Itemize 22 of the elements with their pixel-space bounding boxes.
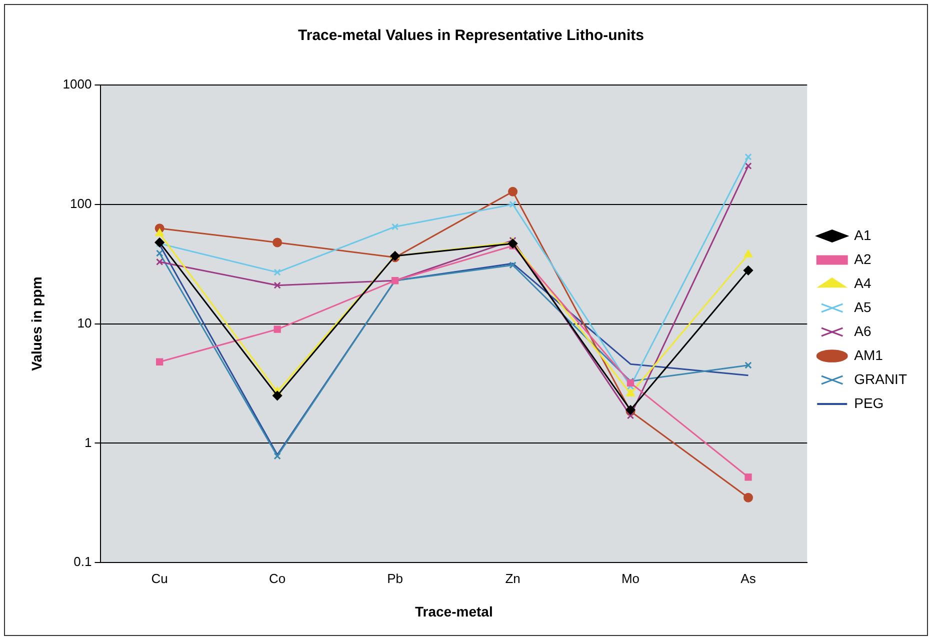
y-tick-label: 1000	[62, 76, 92, 92]
legend-label: A1	[854, 226, 872, 243]
x-tick-label: Cu	[151, 570, 168, 586]
y-tick-label: 100	[70, 196, 92, 211]
legend-label: A2	[854, 250, 872, 267]
legend-label: A4	[854, 274, 872, 291]
legend-label: A6	[854, 322, 872, 339]
y-tick-label: 0.1	[74, 554, 92, 570]
legend-label: GRANIT	[854, 370, 908, 387]
legend-label: PEG	[854, 394, 884, 411]
x-tick-label: Co	[269, 570, 286, 586]
legend-label: A5	[854, 298, 872, 315]
x-axis-title: Trace-metal	[415, 603, 493, 620]
y-tick-label: 10	[77, 315, 92, 330]
x-tick-label: Pb	[387, 570, 403, 586]
legend-label: AM1	[854, 346, 884, 363]
y-axis-title: Values in ppm	[28, 276, 44, 371]
y-tick-label: 1	[84, 434, 92, 450]
x-tick-label: Zn	[505, 570, 520, 586]
x-tick-label: As	[740, 570, 756, 586]
x-tick-label: Mo	[621, 570, 640, 586]
chart-title: Trace-metal Values in Representative Litho-units	[298, 27, 644, 44]
